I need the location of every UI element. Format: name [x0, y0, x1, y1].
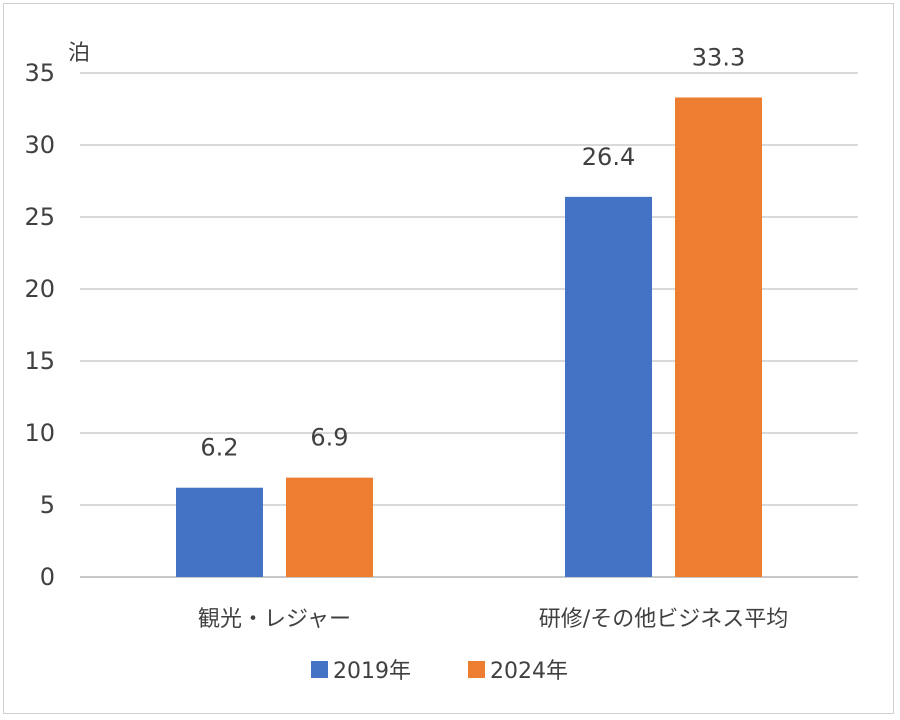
data-label: 6.2 [200, 434, 238, 462]
category-labels: 観光・レジャー 研修/その他ビジネス平均 [198, 607, 788, 632]
data-label: 33.3 [692, 43, 745, 71]
bar-series1 [176, 487, 263, 577]
bar-series1 [565, 196, 652, 577]
y-tick-label: 0 [40, 563, 55, 591]
data-labels: 6.2 6.9 26.4 33.3 [200, 43, 745, 461]
y-axis-ticks: 0 5 10 15 20 25 30 35 [24, 59, 55, 591]
y-tick-label: 35 [24, 59, 55, 87]
category-label: 観光・レジャー [198, 607, 351, 632]
legend-swatch [468, 661, 485, 678]
y-tick-label: 30 [24, 131, 55, 159]
y-axis-unit: 泊 [68, 41, 90, 66]
bars [176, 97, 762, 577]
y-tick-label: 10 [24, 419, 55, 447]
legend-swatch [311, 661, 328, 678]
legend-label: 2024年 [490, 659, 568, 684]
y-tick-label: 25 [24, 203, 55, 231]
data-label: 26.4 [582, 143, 635, 171]
data-label: 6.9 [310, 424, 348, 452]
y-tick-label: 15 [24, 347, 55, 375]
y-tick-label: 5 [40, 491, 55, 519]
bar-series2 [675, 97, 762, 577]
legend-label: 2019年 [333, 659, 411, 684]
category-label: 研修/その他ビジネス平均 [539, 607, 788, 632]
legend: 2019年 2024年 [311, 659, 568, 684]
bar-series2 [286, 477, 373, 577]
y-tick-label: 20 [24, 275, 55, 303]
